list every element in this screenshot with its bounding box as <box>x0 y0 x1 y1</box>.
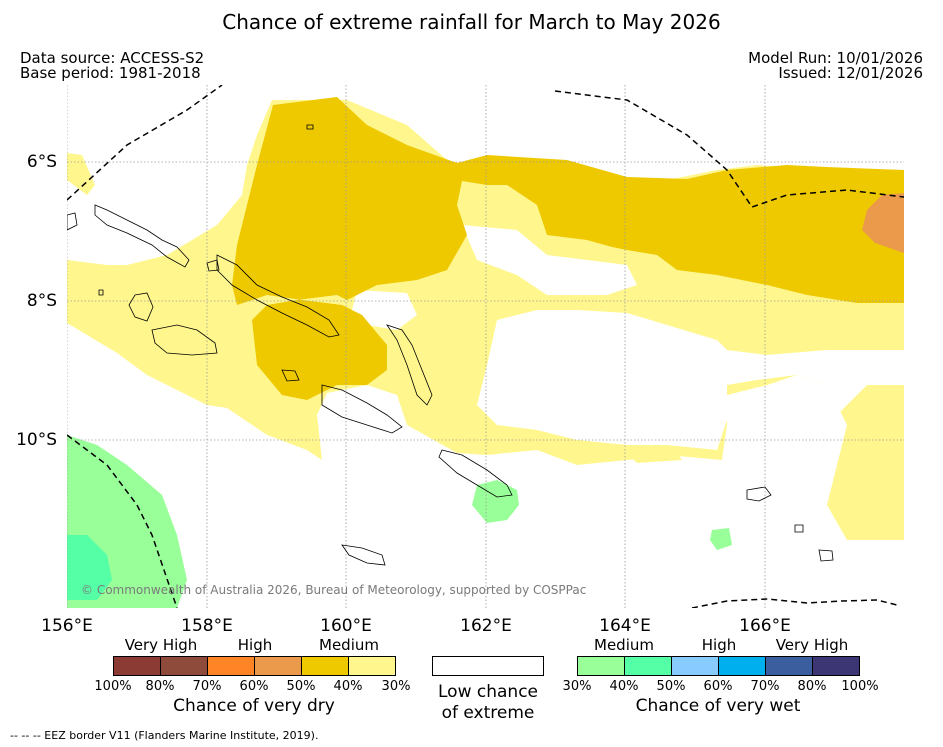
dry-tick: 60% <box>239 679 269 694</box>
low-chance-swatch <box>432 656 544 676</box>
wet-tick: 50% <box>656 679 686 694</box>
wet-category-very-high: Very High <box>775 636 849 654</box>
island-outlines <box>67 124 834 566</box>
lon-label-156: 156°E <box>41 616 93 636</box>
dry-category-very-high: Very High <box>124 636 198 654</box>
wet-swatch <box>718 656 766 676</box>
low-chance-line1: Low chance <box>438 682 538 702</box>
lat-label-6s: 6°S <box>26 152 57 172</box>
wet-swatch <box>671 656 719 676</box>
lon-label-160: 160°E <box>320 616 372 636</box>
model-run: Model Run: 10/01/2026 <box>748 49 923 67</box>
wet-medium-high-region <box>67 535 112 600</box>
map-title: Chance of extreme rainfall for March to … <box>222 10 721 34</box>
lon-label-158: 158°E <box>181 616 233 636</box>
dry-swatch <box>160 656 208 676</box>
copyright-credit: © Commonwealth of Australia 2026, Bureau… <box>81 583 587 597</box>
wet-tick: 30% <box>562 679 592 694</box>
wet-swatch <box>624 656 672 676</box>
lat-label-10s: 10°S <box>16 430 57 450</box>
low-chance-pockets <box>352 225 904 450</box>
dry-tick: 30% <box>381 679 411 694</box>
lat-label-8s: 8°S <box>26 291 57 311</box>
map-gridlines <box>67 85 904 608</box>
wet-tick: 40% <box>609 679 639 694</box>
wet-swatch <box>812 656 860 676</box>
dry-category-high: High <box>237 636 273 654</box>
dry-tick: 70% <box>192 679 222 694</box>
wet-swatch <box>577 656 625 676</box>
dry-tick: 50% <box>286 679 316 694</box>
dry-category-medium: Medium <box>319 636 379 654</box>
dry-legend-title: Chance of very dry <box>173 696 335 716</box>
issued-date: Issued: 12/01/2026 <box>778 64 923 82</box>
eez-border-note: -- -- -- EEZ border V11 (Flanders Marine… <box>10 729 319 742</box>
wet-category-high: High <box>701 636 737 654</box>
lon-label-166: 166°E <box>739 616 791 636</box>
lon-label-164: 164°E <box>599 616 651 636</box>
wet-swatch <box>765 656 813 676</box>
dry-swatch <box>207 656 255 676</box>
rainfall-map <box>67 85 904 608</box>
dry-swatch <box>113 656 161 676</box>
wet-category-medium: Medium <box>594 636 654 654</box>
dry-high-region <box>862 193 904 253</box>
dry-swatch <box>301 656 349 676</box>
wet-tick: 80% <box>797 679 827 694</box>
dry-tick: 40% <box>333 679 363 694</box>
wet-legend-title: Chance of very wet <box>635 696 801 716</box>
low-chance-line2: of extreme <box>441 703 535 723</box>
data-source: Data source: ACCESS-S2 <box>20 49 205 67</box>
dry-tick: 80% <box>145 679 175 694</box>
wet-tick: 60% <box>703 679 733 694</box>
wet-tick: 100% <box>841 679 879 694</box>
dry-swatch <box>348 656 396 676</box>
low-chance-label: Low chance of extreme <box>408 682 568 724</box>
eez-border <box>67 85 904 608</box>
wet-tick: 70% <box>750 679 780 694</box>
dry-medium-region <box>232 97 904 400</box>
lon-label-162: 162°E <box>460 616 512 636</box>
dry-swatch <box>254 656 302 676</box>
base-period: Base period: 1981-2018 <box>20 64 201 82</box>
dry-tick: 100% <box>94 679 132 694</box>
